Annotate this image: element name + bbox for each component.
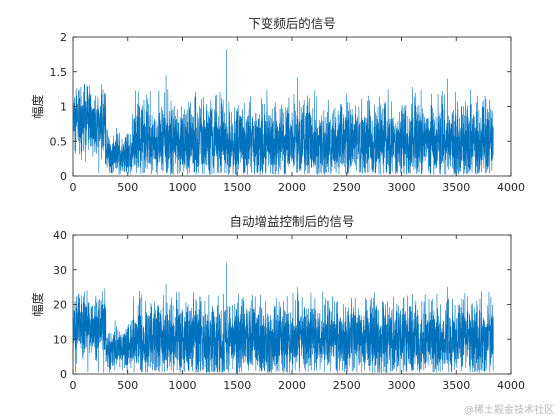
y-axis-label: 幅度	[30, 94, 45, 118]
x-tick-label: 2500	[333, 379, 361, 392]
x-tick-label: 1500	[223, 379, 251, 392]
y-tick-label: 2	[60, 31, 67, 44]
y-tick-label: 1	[60, 101, 67, 114]
axes-downconverted-signal: 0 500 1000 1500 2000 2500 3000 3500 4000 0 0.5 1 1.…	[30, 16, 525, 194]
x-tick-label: 4000	[497, 181, 525, 194]
chart-title: 下变频后的信号	[248, 16, 336, 31]
x-tick-label: 3500	[442, 181, 470, 194]
x-tick-label: 0	[70, 379, 77, 392]
x-tick-label: 2500	[333, 181, 361, 194]
y-tick-label: 20	[53, 299, 67, 312]
y-axis-label: 幅度	[30, 292, 45, 316]
x-tick-label: 4000	[497, 379, 525, 392]
x-tick-label: 2000	[278, 181, 306, 194]
y-tick-label: 1.5	[50, 66, 68, 79]
x-tick-label: 1000	[169, 379, 197, 392]
x-tick-label: 1000	[169, 181, 197, 194]
chart-title: 自动增益控制后的信号	[229, 214, 354, 229]
x-axis-ticks: 0 500 1000 1500 2000 2500 3000 3500 4000	[70, 235, 525, 392]
y-tick-label: 0	[60, 170, 67, 183]
series-downconverted-signal	[72, 49, 494, 175]
y-axis-ticks: 0 0.5 1 1.5 2	[50, 31, 511, 183]
x-axis-ticks: 0 500 1000 1500 2000 2500 3000 3500 4000	[70, 37, 525, 194]
y-tick-label: 10	[53, 333, 67, 346]
signal-line	[72, 262, 494, 373]
y-tick-label: 30	[53, 264, 67, 277]
x-tick-label: 3000	[388, 379, 416, 392]
y-tick-label: 0.5	[50, 135, 68, 148]
x-tick-label: 2000	[278, 379, 306, 392]
y-tick-label: 40	[53, 229, 67, 242]
x-tick-label: 500	[117, 379, 138, 392]
y-tick-label: 0	[60, 368, 67, 381]
watermark: @稀土掘金技术社区	[464, 403, 554, 416]
axes-agc-signal: 0 500 1000 1500 2000 2500 3000 3500 4000 0 10 20 30…	[30, 214, 525, 392]
signal-line	[72, 49, 494, 175]
x-tick-label: 3500	[442, 379, 470, 392]
x-tick-label: 1500	[223, 181, 251, 194]
series-agc-signal	[72, 262, 494, 373]
x-tick-label: 500	[117, 181, 138, 194]
y-axis-ticks: 0 10 20 30 40	[53, 229, 511, 381]
x-tick-label: 3000	[388, 181, 416, 194]
x-tick-label: 0	[70, 181, 77, 194]
